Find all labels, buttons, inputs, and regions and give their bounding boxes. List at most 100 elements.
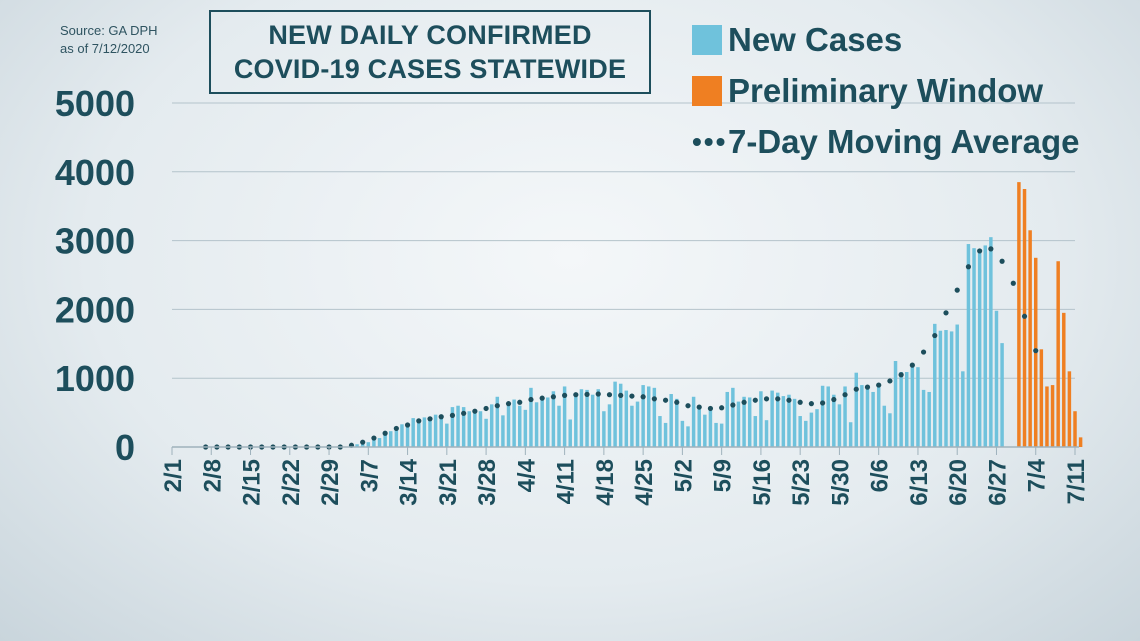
bar <box>787 394 791 447</box>
bar <box>551 391 556 447</box>
bar <box>557 405 561 447</box>
bar <box>366 442 371 447</box>
bar <box>562 386 567 447</box>
legend-item-new-cases: New Cases <box>692 14 1080 65</box>
moving-average-dot <box>483 405 489 412</box>
as-of-line: as of 7/12/2020 <box>60 41 150 56</box>
legend-item-moving-average: ••• 7-Day Moving Average <box>692 116 1080 167</box>
source-note: Source: GA DPH as of 7/12/2020 <box>60 22 158 58</box>
bar <box>759 391 763 447</box>
moving-average-dot <box>943 310 949 316</box>
title-line-2: COVID-19 CASES STATEWIDE <box>233 54 627 84</box>
bar <box>1045 386 1049 447</box>
moving-average-dot <box>999 258 1005 264</box>
bar <box>360 442 365 447</box>
bar <box>1050 385 1055 447</box>
bar <box>708 408 713 447</box>
moving-average-dot <box>876 382 882 388</box>
moving-average-line <box>203 246 1039 450</box>
bar <box>489 404 494 447</box>
moving-average-dot <box>909 362 915 368</box>
moving-average-dot <box>416 418 422 424</box>
x-tick-label: 2/15 <box>239 459 266 506</box>
moving-average-dot <box>573 392 579 398</box>
bar <box>596 389 600 447</box>
bar <box>944 330 948 447</box>
title-line-1: NEW DAILY CONFIRMED <box>268 20 592 50</box>
bar <box>630 405 634 447</box>
y-tick-label: 0 <box>115 427 135 468</box>
moving-average-dot <box>371 435 377 441</box>
legend-swatch-moving-average: ••• <box>692 125 728 157</box>
bar <box>377 438 382 447</box>
bar <box>742 396 746 447</box>
bar <box>467 411 471 447</box>
x-tick-label: 5/9 <box>710 459 737 492</box>
moving-average-dot <box>505 401 512 407</box>
bar <box>837 404 842 447</box>
bar <box>747 397 752 447</box>
moving-average-dot <box>1010 280 1016 286</box>
bar <box>389 431 393 447</box>
moving-average-dot <box>808 401 814 407</box>
bar <box>714 422 718 447</box>
bar <box>506 402 511 447</box>
bar <box>832 394 836 447</box>
y-tick-label: 1000 <box>55 358 135 399</box>
bar <box>445 423 449 447</box>
moving-average-dot <box>494 403 500 409</box>
bar <box>523 409 528 447</box>
bar <box>876 383 881 447</box>
moving-average-dot <box>472 408 478 414</box>
bar <box>456 405 460 447</box>
bars <box>344 182 1083 447</box>
moving-average-dot <box>393 425 399 432</box>
bar <box>602 411 606 447</box>
legend-item-preliminary-window: Preliminary Window <box>692 65 1080 116</box>
x-tick-label: 4/18 <box>592 459 619 506</box>
bar <box>495 396 500 447</box>
legend-label-new-cases: New Cases <box>728 20 903 58</box>
moving-average-dot <box>707 405 714 412</box>
bar <box>703 414 707 447</box>
bar <box>966 244 971 447</box>
bar <box>478 411 483 447</box>
bar <box>977 252 982 447</box>
moving-average-dot <box>797 399 803 405</box>
bar <box>854 372 858 447</box>
bar <box>428 418 432 447</box>
bar <box>1039 349 1044 447</box>
moving-average-dot <box>932 332 938 339</box>
bar <box>809 412 814 447</box>
moving-average-dot <box>550 394 556 400</box>
bar <box>461 407 466 447</box>
bar <box>518 405 522 447</box>
x-tick-label: 2/1 <box>160 459 187 492</box>
bar <box>669 394 673 447</box>
moving-average-dot <box>965 264 972 270</box>
moving-average-dot <box>517 399 523 405</box>
moving-average-dot <box>842 392 848 398</box>
bar <box>635 401 640 447</box>
bar <box>529 387 533 447</box>
x-tick-label: 2/22 <box>278 459 305 506</box>
moving-average-dot <box>831 396 837 403</box>
bar <box>512 399 516 447</box>
bar <box>658 416 662 447</box>
legend-swatch-preliminary-window <box>692 75 722 106</box>
moving-average-dot <box>763 396 770 402</box>
moving-average-dot <box>449 412 456 418</box>
x-tick-label: 3/21 <box>435 459 462 506</box>
bar <box>882 405 887 447</box>
y-axis-tick-labels: 0 1000 2000 3000 4000 5000 <box>55 83 135 468</box>
bar <box>568 419 572 447</box>
x-tick-label: 4/4 <box>513 458 540 492</box>
bar <box>1028 230 1032 447</box>
x-tick-label: 6/6 <box>867 459 894 492</box>
bar <box>1078 437 1083 447</box>
gridlines <box>172 102 1075 379</box>
y-tick-label: 5000 <box>55 83 135 124</box>
bar <box>933 323 937 447</box>
bar <box>1056 261 1060 447</box>
chart-title: NEW DAILY CONFIRMED COVID-19 CASES STATE… <box>209 10 651 94</box>
